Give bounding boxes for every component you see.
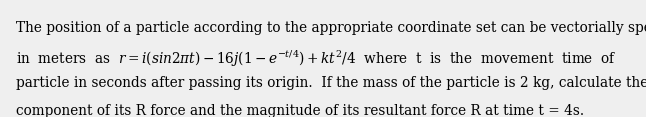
Text: in  meters  as  $r = i(sin2\pi t) - 16j\left(1 - e^{-t/4}\right) + kt^2/4$  wher: in meters as $r = i(sin2\pi t) - 16j\lef… <box>16 49 617 69</box>
Text: component of its R force and the magnitude of its resultant force R at time t = : component of its R force and the magnitu… <box>16 104 584 117</box>
Text: particle in seconds after passing its origin.  If the mass of the particle is 2 : particle in seconds after passing its or… <box>16 76 646 90</box>
Text: The position of a particle according to the appropriate coordinate set can be ve: The position of a particle according to … <box>16 21 646 35</box>
